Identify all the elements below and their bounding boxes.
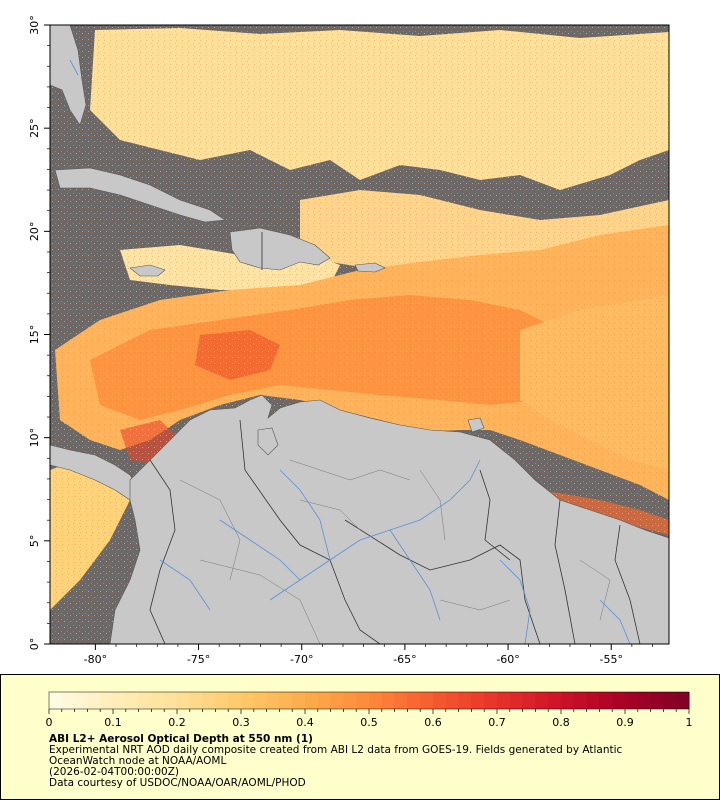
colorbar-tick-label: 0.9 <box>616 716 634 729</box>
colorbar-cell <box>420 692 434 709</box>
land-trinidad <box>467 417 485 433</box>
colorbar-cell <box>138 692 152 709</box>
colorbar-cell <box>381 692 396 709</box>
colorbar-cell <box>586 692 600 709</box>
land-hispaniola <box>229 227 331 271</box>
colorbar-cell <box>535 692 549 709</box>
colorbar-cell <box>305 692 319 709</box>
legend-description-line-2: OceanWatch node at NOAA/AOML <box>49 755 227 767</box>
lon-tick-label: -70° <box>290 653 313 666</box>
colorbar-cell <box>356 692 370 709</box>
land-cuba <box>54 167 226 223</box>
colorbar-cell <box>87 692 101 709</box>
colorbar-cell <box>471 692 485 709</box>
lat-tick-label: 10° <box>28 428 41 448</box>
colorbar-cell <box>676 692 690 709</box>
colorbar-cell <box>394 692 408 709</box>
lon-tick-label: -65° <box>393 653 416 666</box>
colorbar-cell <box>151 692 165 709</box>
colorbar-cell <box>330 692 344 709</box>
colorbar-cell <box>113 692 127 709</box>
lake-maracaibo <box>257 427 279 456</box>
legend-description-line-1: Experimental NRT AOD daily composite cre… <box>49 744 623 756</box>
colorbar-tick-label: 0 <box>46 716 53 729</box>
colorbar-cell <box>100 692 114 709</box>
colorbar-tick-label: 0.2 <box>168 716 186 729</box>
colorbar-tick-label: 0.8 <box>552 716 570 729</box>
colorbar-cell <box>548 692 562 709</box>
land-florida <box>50 25 87 126</box>
lon-tick-label: -55° <box>599 653 622 666</box>
colorbar-cell <box>599 692 613 709</box>
lat-tick-label: 25° <box>28 118 41 138</box>
colorbar-cell <box>497 692 511 709</box>
lon-tick-label: -80° <box>84 653 107 666</box>
colorbar-cell <box>279 692 293 709</box>
colorbar-cell <box>292 692 306 709</box>
legend-credit: Data courtesy of USDOC/NOAA/OAR/AOML/PHO… <box>49 777 306 789</box>
rivers <box>69 59 631 644</box>
colorbar-cell <box>407 692 421 709</box>
land-jamaica <box>129 264 166 277</box>
colorbar-cell <box>663 692 677 709</box>
colorbar-tick-label: 0.7 <box>488 716 506 729</box>
colorbar-cell <box>317 692 332 709</box>
colorbar-cell <box>253 692 268 709</box>
colorbar-cell <box>228 692 242 709</box>
colorbar-cell <box>522 692 536 709</box>
land-puerto-rico <box>354 262 386 273</box>
legend-date: (2026-02-04T00:00:00Z) <box>49 766 179 778</box>
colorbar-cell <box>61 692 76 709</box>
colorbar-cell <box>445 692 460 709</box>
colorbar-cell <box>49 692 63 709</box>
province-borders <box>179 459 611 644</box>
colorbar-cell <box>74 692 88 709</box>
colorbar-cell <box>202 692 216 709</box>
colorbar-cell <box>241 692 255 709</box>
colorbar-cell <box>573 692 588 709</box>
colorbar-tick-label: 0.3 <box>232 716 250 729</box>
colorbar-tick-label: 0.1 <box>104 716 122 729</box>
colorbar-cell <box>266 692 280 709</box>
land-south-america <box>109 394 669 644</box>
colorbar-tick-label: 0.6 <box>424 716 442 729</box>
colorbar-cell <box>164 692 178 709</box>
colorbar-cell <box>484 692 498 709</box>
lat-tick-label: 0° <box>28 638 41 651</box>
colorbar-cell <box>177 692 191 709</box>
colorbar-cell <box>625 692 639 709</box>
colorbar-tick-label: 0.5 <box>360 716 378 729</box>
lon-tick-label: -75° <box>187 653 210 666</box>
colorbar-cell <box>509 692 524 709</box>
colorbar-cell <box>343 692 357 709</box>
colorbar-cell <box>189 692 204 709</box>
colorbar-cell <box>369 692 383 709</box>
aod-map: 30° 25° 20° 15° 10° 5° 0° -80° -75° -70° -65° -60°… <box>28 15 670 666</box>
lat-tick-label: 20° <box>28 222 41 242</box>
lat-tick-label: 5° <box>28 535 41 548</box>
legend-panel: 0 0.1 0.2 0.3 0.4 0.5 0.6 0.7 0.8 0.9 1 ABI L2+ Ae… <box>0 674 720 800</box>
lat-tick-label: 15° <box>28 325 41 345</box>
legend-title: ABI L2+ Aerosol Optical Depth at 550 nm … <box>49 733 313 745</box>
lon-tick-label: -60° <box>496 653 519 666</box>
longitude-axis: -80° -75° -70° -65° -60° -55° <box>84 644 653 666</box>
colorbar: 0 0.1 0.2 0.3 0.4 0.5 0.6 0.7 0.8 0.9 1 <box>46 691 693 729</box>
colorbar-cell <box>612 692 626 709</box>
latitude-axis: 30° 25° 20° 15° 10° 5° 0° <box>28 15 50 650</box>
colorbar-cell <box>215 692 229 709</box>
colorbar-cell <box>650 692 664 709</box>
colorbar-cell <box>637 692 652 709</box>
colorbar-tick-label: 0.4 <box>296 716 314 729</box>
colorbar-cell <box>433 692 447 709</box>
lat-tick-label: 30° <box>28 15 41 35</box>
colorbar-tick-label: 1 <box>686 716 693 729</box>
colorbar-cell <box>125 692 140 709</box>
colorbar-cell <box>458 692 472 709</box>
colorbar-cell <box>561 692 575 709</box>
